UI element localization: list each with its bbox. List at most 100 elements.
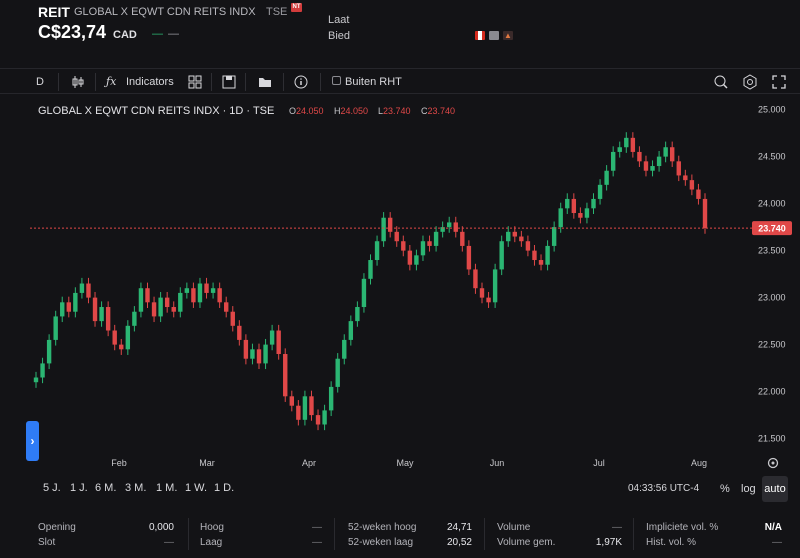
save-icon[interactable] (221, 74, 237, 90)
range-button[interactable]: 1 D. (214, 482, 235, 494)
candle-body (479, 288, 485, 298)
candle-body (112, 330, 117, 345)
range-button[interactable]: 1 W. (185, 482, 208, 494)
ask-label: Laat (328, 14, 350, 26)
outside-rth-label[interactable]: Buiten RHT (345, 76, 402, 88)
stat-avg-volume-label: Volume gem. (497, 537, 556, 548)
y-tick-label: 24.000 (758, 199, 786, 209)
chart-settings-gear-icon[interactable] (766, 456, 780, 470)
candle-body (637, 151, 642, 162)
auto-scale-toggle[interactable]: auto (762, 476, 788, 502)
candle-body (551, 227, 557, 246)
candle-body (624, 137, 629, 148)
stat-implied-vol-label: Impliciete vol. % (646, 522, 719, 533)
outside-rth-checkbox[interactable] (332, 76, 341, 85)
candle-body (125, 325, 131, 350)
candle-body (178, 292, 183, 312)
folder-icon[interactable] (257, 74, 273, 90)
fullscreen-icon[interactable] (771, 74, 787, 90)
candle-body (696, 189, 701, 199)
quote-header: REIT GLOBAL X EQWT CDN REITS INDX TSE NT… (0, 0, 800, 64)
stat-close-value: — (164, 537, 174, 548)
candle-body (610, 151, 616, 171)
ticker-symbol[interactable]: REIT (38, 4, 70, 20)
candle-body (46, 339, 52, 364)
x-tick-label: May (396, 458, 414, 468)
candle-body (565, 198, 570, 209)
candle-body (361, 278, 367, 308)
candle-body (145, 288, 150, 303)
x-tick-label: Apr (302, 458, 316, 468)
settings-hexagon-icon[interactable] (742, 74, 758, 90)
log-scale-toggle[interactable]: log (741, 483, 756, 495)
stat-opening-label: Opening (38, 522, 76, 533)
stat-opening-value: 0,000 (148, 522, 174, 533)
candle-body (506, 231, 511, 242)
range-button[interactable]: 5 J. (43, 482, 61, 494)
range-button[interactable]: 1 J. (70, 482, 88, 494)
y-tick-label: 21.500 (758, 434, 786, 444)
candle-body (420, 241, 426, 256)
currency-label: CAD (113, 29, 137, 41)
candle-body (381, 217, 386, 242)
candle-body (171, 307, 176, 312)
candlestick-type-icon[interactable] (70, 74, 86, 90)
candle-body (243, 339, 249, 359)
last-price-tag-label: 23.740 (758, 224, 786, 234)
toolbar-divider (283, 73, 284, 91)
candle-body (643, 161, 649, 171)
candle-body (342, 339, 347, 359)
candle-body (335, 358, 340, 387)
stat-52wk-low-label: 52-weken laag (348, 537, 414, 548)
candle-body (105, 307, 111, 331)
x-tick-label: Jun (490, 458, 505, 468)
ohlc-high: H24.050 (334, 106, 369, 116)
candle-body (440, 227, 445, 232)
candle-body (512, 231, 517, 237)
range-button[interactable]: 3 M. (125, 482, 147, 494)
candle-body (132, 311, 137, 326)
market-data-icon (489, 31, 499, 40)
info-icon[interactable] (293, 74, 309, 90)
stat-implied-vol-value: N/A (764, 522, 782, 533)
range-button[interactable]: 1 M. (156, 482, 178, 494)
range-selector: 5 J. 1 J. 6 M. 3 M. 1 M. 1 W. 1 D. (0, 482, 800, 498)
x-tick-label: Aug (691, 458, 707, 468)
y-tick-label: 22.500 (758, 340, 786, 350)
percent-scale-toggle[interactable]: % (720, 483, 730, 495)
time-axis[interactable]: Feb Mar Apr May Jun Jul Aug (111, 458, 707, 468)
toolbar-divider (58, 73, 59, 91)
candle-body (79, 283, 85, 293)
candle-body (230, 311, 235, 326)
candle-body (355, 307, 360, 322)
candle-body (650, 166, 655, 171)
candle-body (256, 349, 262, 364)
stat-low-label: Laag (200, 537, 223, 548)
candle-body (630, 137, 636, 152)
y-tick-label: 23.000 (758, 293, 786, 303)
stat-volume-value: — (612, 522, 622, 533)
stat-high-label: Hoog (200, 522, 224, 533)
range-button[interactable]: 6 M. (95, 482, 117, 494)
ohlc-low: L23.740 (378, 106, 411, 116)
layout-grid-icon[interactable] (187, 74, 203, 90)
candlestick-series (33, 132, 708, 431)
price-axis[interactable]: 25.000 24.500 24.000 23.500 23.000 22.500 22.0… (758, 105, 786, 444)
y-tick-label: 22.000 (758, 387, 786, 397)
candle-body (387, 217, 393, 232)
candle-body (663, 147, 668, 157)
price-chart[interactable]: 25.000 24.500 24.000 23.500 23.000 22.500 22.0… (0, 96, 800, 476)
interval-selector[interactable]: D (36, 76, 44, 88)
zoom-search-icon[interactable] (713, 74, 729, 90)
instrument-name: GLOBAL X EQWT CDN REITS INDX (74, 6, 256, 18)
stats-divider (334, 518, 335, 550)
canada-flag-icon (475, 31, 485, 40)
candle-body (368, 260, 373, 279)
last-price: C$23,74 (38, 22, 107, 42)
expand-sidebar-tab[interactable]: › (26, 421, 39, 461)
candle-body (302, 396, 308, 420)
indicators-button[interactable]: Indicators (126, 76, 174, 88)
candle-body (486, 297, 491, 303)
candle-body (519, 236, 524, 242)
indicators-icon[interactable]: ƒx (106, 75, 117, 88)
